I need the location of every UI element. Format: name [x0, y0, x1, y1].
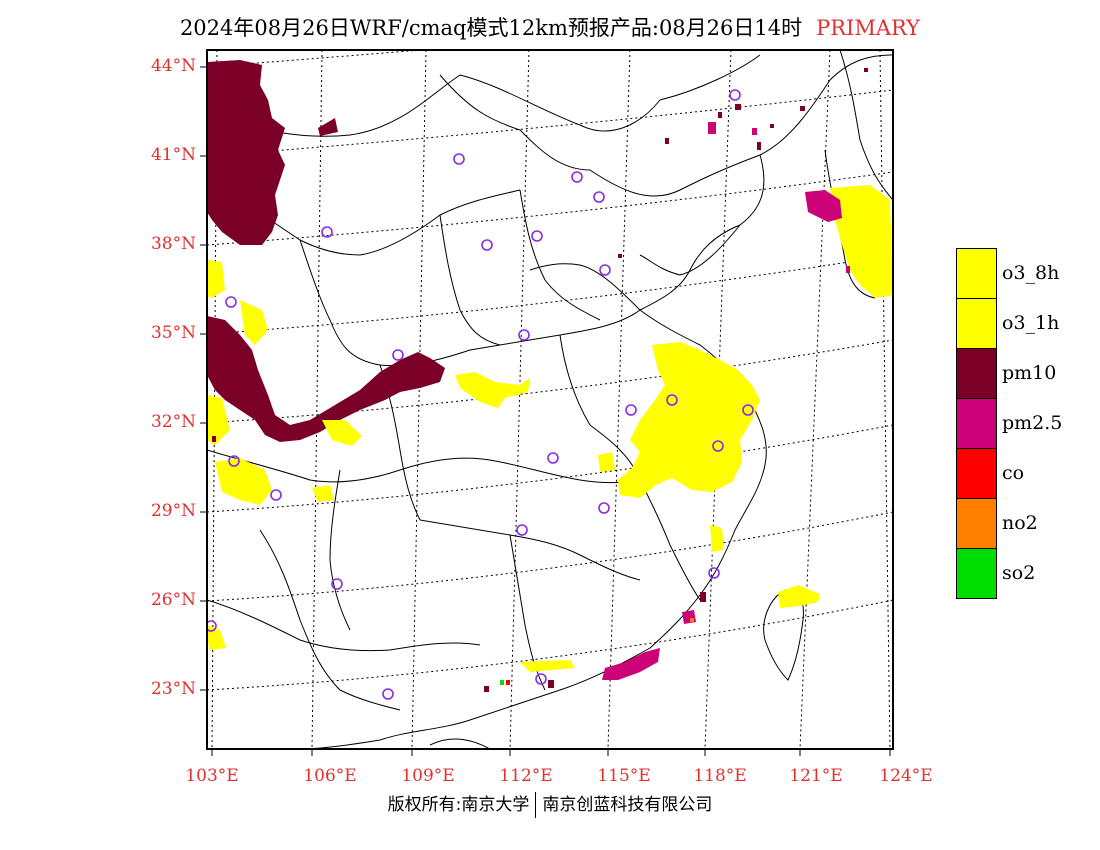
legend-item-pm25: pm2.5: [956, 398, 1096, 449]
legend-label: so2: [1002, 562, 1036, 584]
lon-label-109: 109°E: [401, 766, 455, 786]
map-title: 2024年08月26日WRF/cmaq模式12km预报产品:08月26日14时 P…: [0, 12, 1100, 42]
boundaries: [207, 50, 893, 749]
legend-swatch: [956, 398, 997, 449]
map-title-tag: PRIMARY: [816, 16, 921, 40]
legend-item-o3-1h: o3_1h: [956, 298, 1096, 349]
lat-label-38: 38°N: [150, 234, 196, 254]
lon-label-118: 118°E: [693, 766, 747, 786]
legend-label: o3_1h: [1002, 312, 1060, 334]
lon-label-106: 106°E: [303, 766, 357, 786]
copyright-right: 南京创蓝科技有限公司: [542, 795, 713, 815]
lat-label-35: 35°N: [150, 323, 196, 343]
copyright-left: 版权所有:南京大学: [387, 795, 530, 815]
no2-so2-dots: [500, 618, 694, 685]
lat-label-32: 32°N: [150, 412, 196, 432]
lon-label-124: 124°E: [879, 766, 933, 786]
station-markers: [207, 89, 754, 700]
legend-item-pm10: pm10: [956, 348, 1096, 399]
map-title-main: 2024年08月26日WRF/cmaq模式12km预报产品:08月26日14时: [179, 16, 803, 40]
legend-swatch: [956, 248, 997, 299]
graticule: [207, 50, 893, 749]
legend-label: o3_8h: [1002, 262, 1060, 284]
legend-label: pm2.5: [1002, 412, 1063, 434]
legend-label: pm10: [1002, 362, 1057, 384]
lat-label-41: 41°N: [150, 145, 196, 165]
map-frame: [206, 49, 894, 750]
axis-ticks: [200, 66, 891, 756]
footer-divider: [535, 792, 537, 818]
lat-label-23: 23°N: [150, 679, 196, 699]
legend-item-no2: no2: [956, 498, 1096, 549]
legend: o3_8h o3_1h pm10 pm2.5 co no2 so2: [956, 248, 1096, 599]
small-dots: [212, 68, 868, 692]
lat-label-26: 26°N: [150, 590, 196, 610]
lon-label-121: 121°E: [789, 766, 843, 786]
legend-label: co: [1002, 462, 1025, 484]
legend-swatch: [956, 348, 997, 399]
legend-item-co: co: [956, 448, 1096, 499]
legend-item-so2: so2: [956, 548, 1096, 599]
lat-label-44: 44°N: [150, 56, 196, 76]
legend-label: no2: [1002, 512, 1038, 534]
legend-item-o3-8h: o3_8h: [956, 248, 1096, 299]
legend-swatch: [956, 448, 997, 499]
legend-swatch: [956, 298, 997, 349]
lon-label-103: 103°E: [185, 766, 239, 786]
lon-label-115: 115°E: [597, 766, 651, 786]
o3-field: [207, 185, 893, 672]
legend-swatch: [956, 548, 997, 599]
pm10-field: [207, 60, 445, 442]
lon-label-112: 112°E: [499, 766, 553, 786]
legend-swatch: [956, 498, 997, 549]
lat-label-29: 29°N: [150, 501, 196, 521]
copyright-footer: 版权所有:南京大学 南京创蓝科技有限公司: [0, 790, 1100, 818]
